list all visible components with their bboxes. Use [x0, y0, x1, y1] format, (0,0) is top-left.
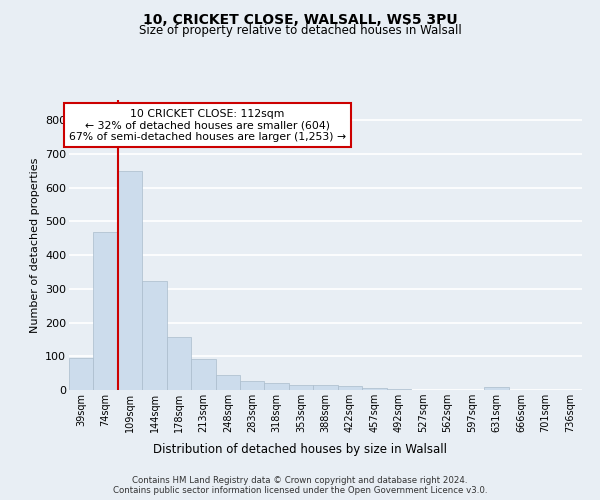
Y-axis label: Number of detached properties: Number of detached properties: [29, 158, 40, 332]
Bar: [484, 386, 509, 390]
Text: Contains HM Land Registry data © Crown copyright and database right 2024.
Contai: Contains HM Land Registry data © Crown c…: [113, 476, 487, 495]
Bar: [142, 281, 167, 390]
Bar: [289, 384, 313, 390]
Bar: [215, 375, 240, 390]
Bar: [191, 358, 215, 390]
Text: Size of property relative to detached houses in Walsall: Size of property relative to detached ho…: [139, 24, 461, 37]
Bar: [69, 358, 94, 390]
Bar: [338, 386, 362, 390]
Bar: [265, 382, 289, 390]
Bar: [240, 381, 265, 390]
Bar: [313, 385, 338, 390]
Text: Distribution of detached houses by size in Walsall: Distribution of detached houses by size …: [153, 442, 447, 456]
Bar: [362, 388, 386, 390]
Text: 10, CRICKET CLOSE, WALSALL, WS5 3PU: 10, CRICKET CLOSE, WALSALL, WS5 3PU: [143, 12, 457, 26]
Text: 10 CRICKET CLOSE: 112sqm
← 32% of detached houses are smaller (604)
67% of semi-: 10 CRICKET CLOSE: 112sqm ← 32% of detach…: [69, 108, 346, 142]
Bar: [167, 336, 191, 390]
Bar: [94, 232, 118, 390]
Bar: [118, 172, 142, 390]
